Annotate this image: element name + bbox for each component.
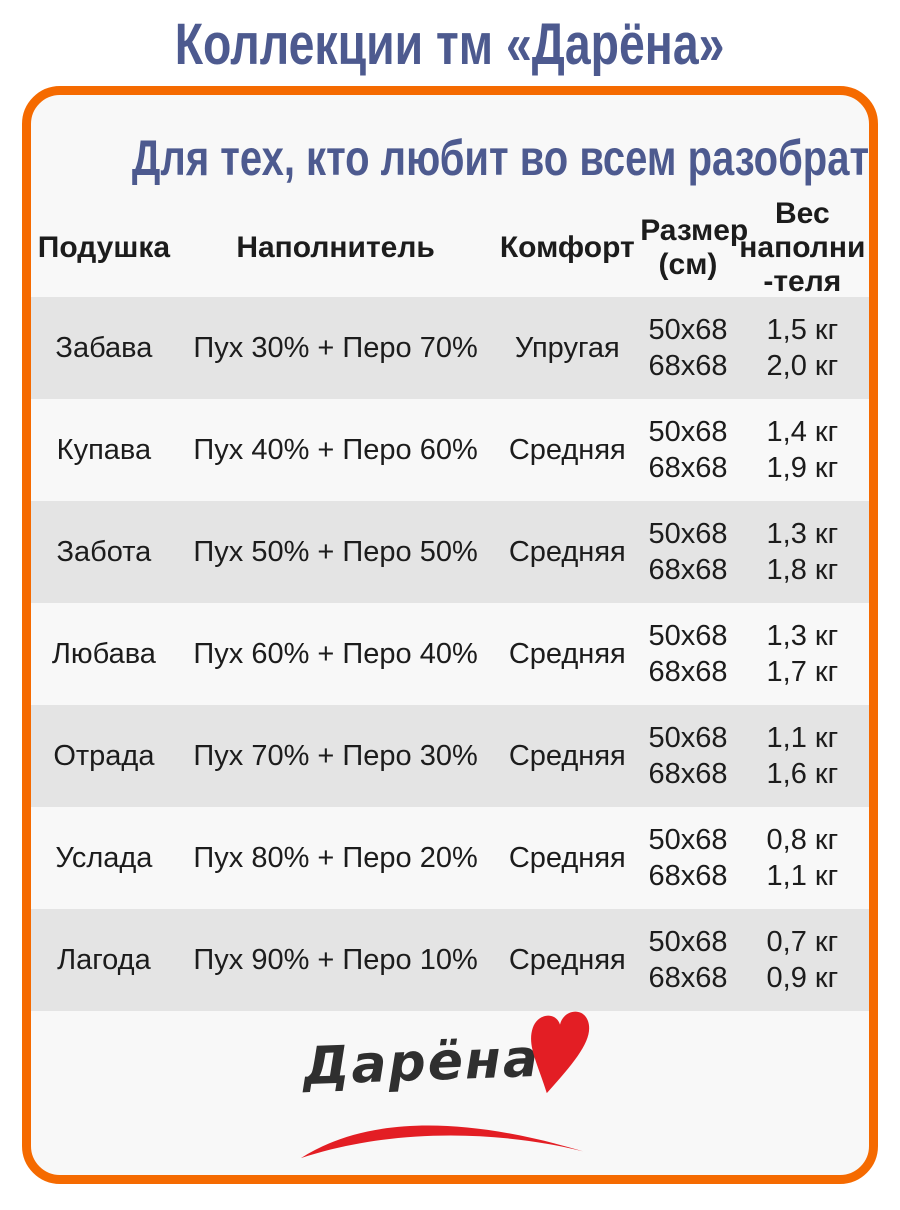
table-row: Любава Пух 60% + Перо 40% Средняя 50х68 …	[31, 603, 869, 705]
brand-logo: Дарёна	[31, 1011, 869, 1175]
pillow-filler: Пух 50% + Перо 50%	[193, 536, 478, 568]
table-header-row: Подушка Наполнитель Комфорт Размер (см) …	[31, 197, 869, 298]
pillow-weights: 0,8 кг 1,1 кг	[766, 824, 839, 892]
pillow-filler: Пух 90% + Перо 10%	[193, 944, 478, 976]
pillow-comfort: Средняя	[508, 434, 626, 466]
pillow-filler: Пух 60% + Перо 40%	[193, 638, 478, 670]
header-size: Размер (см)	[640, 214, 749, 281]
pillow-comfort: Средняя	[508, 944, 626, 976]
pillow-comfort: Упругая	[514, 332, 620, 364]
pillow-sizes: 50х68 68х68	[648, 824, 728, 892]
pillow-weights: 1,1 кг 1,6 кг	[766, 722, 839, 790]
table-row: Купава Пух 40% + Перо 60% Средняя 50х68 …	[31, 399, 869, 501]
pillow-sizes: 50х68 68х68	[648, 722, 728, 790]
card-subtitle-text: Для тех, кто любит во всем разобраться	[131, 130, 878, 186]
pillow-filler: Пух 30% + Перо 70%	[193, 332, 478, 364]
header-filler: Наполнитель	[236, 231, 435, 264]
pillow-name: Любава	[51, 638, 156, 670]
brand-logo-text: Дарёна	[302, 1028, 541, 1098]
pillow-sizes: 50х68 68х68	[648, 620, 728, 688]
pillow-filler: Пух 80% + Перо 20%	[193, 842, 478, 874]
table-row: Услада Пух 80% + Перо 20% Средняя 50х68 …	[31, 807, 869, 909]
brand-logo-box: Дарёна	[285, 1011, 615, 1171]
pillow-sizes: 50х68 68х68	[648, 926, 728, 994]
header-pillow: Подушка	[37, 231, 171, 264]
pillow-name: Купава	[56, 434, 152, 466]
pillow-comfort: Средняя	[508, 740, 626, 772]
page-title: Коллекции тм «Дарёна»	[0, 10, 900, 80]
pillow-weights: 1,4 кг 1,9 кг	[766, 416, 839, 484]
table-row: Забота Пух 50% + Перо 50% Средняя 50х68 …	[31, 501, 869, 603]
pillow-sizes: 50х68 68х68	[648, 518, 728, 586]
pillow-sizes: 50х68 68х68	[648, 314, 728, 382]
table-row: Забава Пух 30% + Перо 70% Упругая 50х68 …	[31, 297, 869, 399]
page-title-text: Коллекции тм «Дарёна»	[175, 12, 725, 77]
swoosh-icon	[300, 1125, 584, 1159]
heart-icon	[531, 1011, 590, 1094]
pillow-name: Отрада	[53, 740, 155, 772]
pillow-filler: Пух 40% + Перо 60%	[193, 434, 478, 466]
pillow-weights: 0,7 кг 0,9 кг	[766, 926, 839, 994]
pillow-weights: 1,3 кг 1,8 кг	[766, 518, 839, 586]
pillow-name: Лагода	[57, 944, 151, 976]
table-row: Отрада Пух 70% + Перо 30% Средняя 50х68 …	[31, 705, 869, 807]
pillow-name: Забава	[55, 332, 153, 364]
header-weight: Вес наполни -теля	[739, 197, 866, 298]
pillow-filler: Пух 70% + Перо 30%	[193, 740, 478, 772]
pillow-name: Услада	[55, 842, 153, 874]
table-row: Лагода Пух 90% + Перо 10% Средняя 50х68 …	[31, 909, 869, 1011]
pillow-name: Забота	[56, 536, 152, 568]
pillow-weights: 1,3 кг 1,7 кг	[766, 620, 839, 688]
header-comfort: Комфорт	[499, 231, 635, 264]
collection-card: Для тех, кто любит во всем разобраться П…	[22, 86, 878, 1184]
pillow-comfort: Средняя	[508, 842, 626, 874]
pillow-comfort: Средняя	[508, 638, 626, 670]
pillow-sizes: 50х68 68х68	[648, 416, 728, 484]
card-subtitle: Для тех, кто любит во всем разобраться	[31, 127, 869, 189]
pillow-table: Подушка Наполнитель Комфорт Размер (см) …	[31, 197, 869, 1011]
pillow-comfort: Средняя	[508, 536, 626, 568]
pillow-weights: 1,5 кг 2,0 кг	[766, 314, 839, 382]
